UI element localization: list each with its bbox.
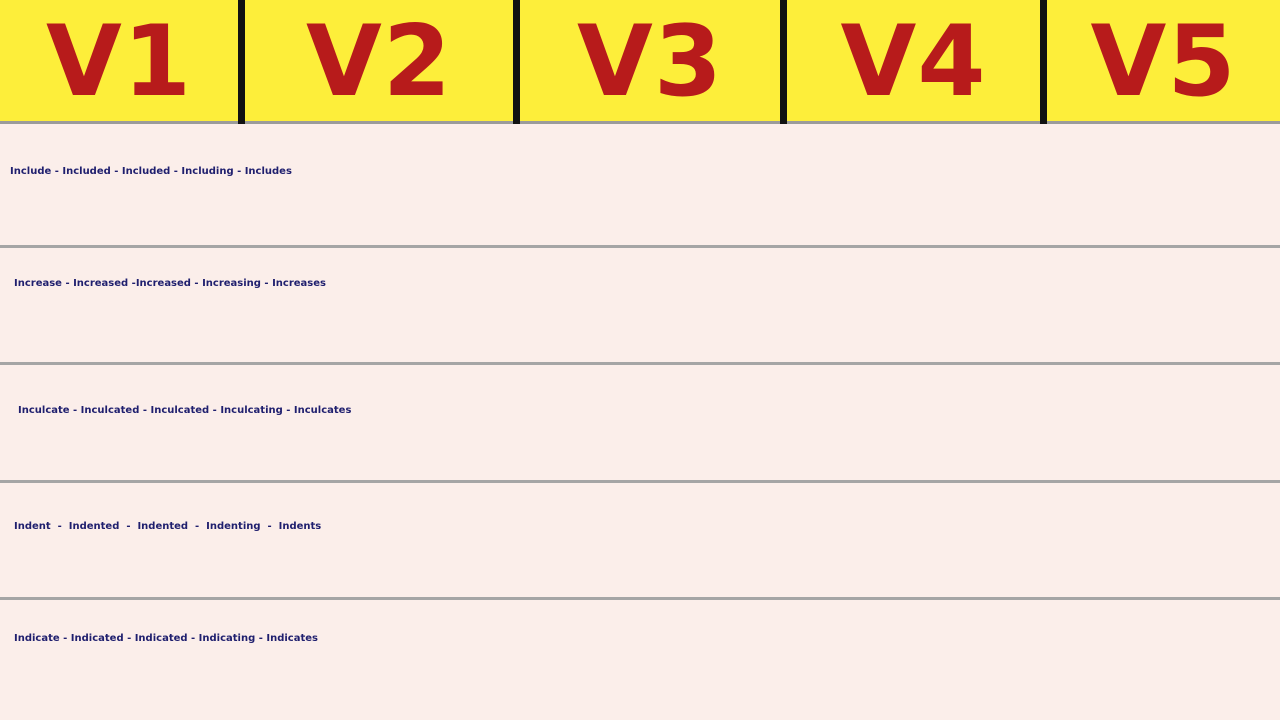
verb-row-indent: Indent - Indented - Indented - Indenting… xyxy=(0,483,1280,600)
verb-forms-text: Increase - Increased -Increased - Increa… xyxy=(14,278,326,289)
verb-row-increase: Increase - Increased -Increased - Increa… xyxy=(0,248,1280,365)
header-v1: V1 xyxy=(45,5,193,119)
header-v4: V4 xyxy=(840,5,987,119)
verb-forms-header: V1 V2 V3 V4 V5 xyxy=(0,0,1280,126)
verb-row-inculcate: Inculcate - Inculcated - Inculcated - In… xyxy=(0,365,1280,483)
verb-forms-text: Indent - Indented - Indented - Indenting… xyxy=(14,521,322,532)
verb-forms-text: Indicate - Indicated - Indicated - Indic… xyxy=(14,633,318,644)
header-v3: V3 xyxy=(576,5,724,119)
verb-forms-text: Include - Included - Included - Includin… xyxy=(10,166,292,177)
column-divider xyxy=(238,0,245,126)
header-v2: V2 xyxy=(305,5,453,119)
column-divider xyxy=(1040,0,1047,126)
verb-forms-text: Inculcate - Inculcated - Inculcated - In… xyxy=(18,405,352,416)
header-v5: V5 xyxy=(1090,5,1237,119)
column-divider xyxy=(780,0,787,126)
column-divider xyxy=(513,0,520,126)
verb-row-indicate: Indicate - Indicated - Indicated - Indic… xyxy=(0,600,1280,720)
verb-row-include: Include - Included - Included - Includin… xyxy=(0,124,1280,248)
